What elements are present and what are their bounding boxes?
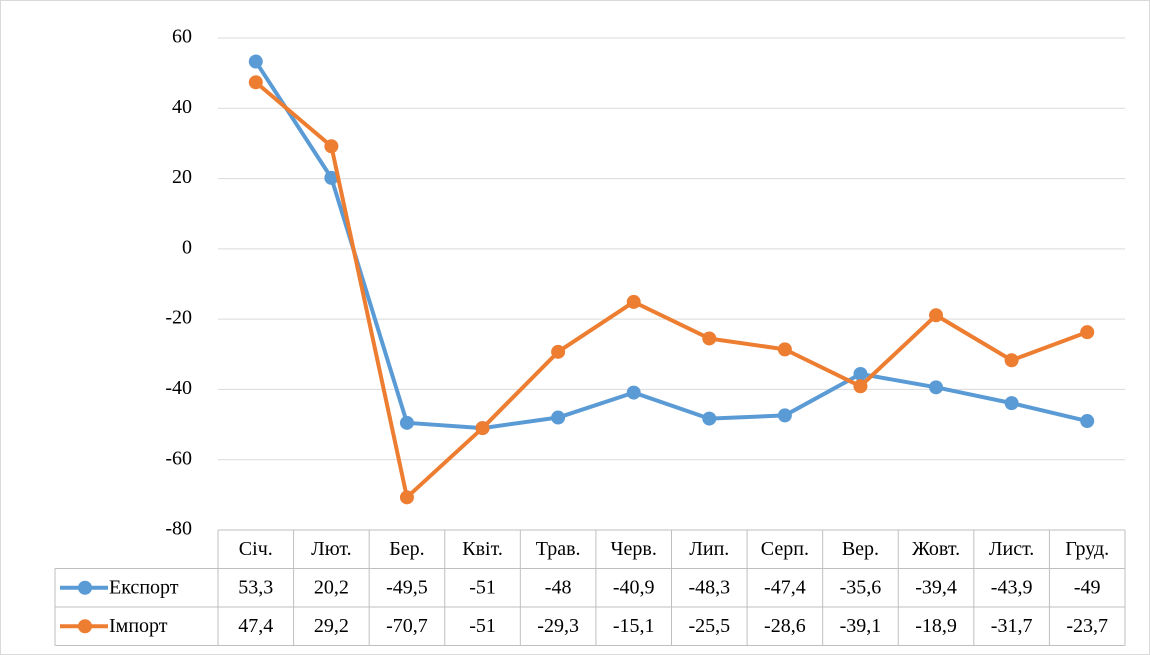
y-tick-label: -60 xyxy=(165,447,192,469)
series-marker xyxy=(1004,396,1019,411)
table-value: 47,4 xyxy=(238,615,273,637)
x-tick-label: Вер. xyxy=(842,538,879,560)
table-value: 53,3 xyxy=(238,576,273,598)
series-marker xyxy=(853,366,868,381)
table-value: -23,7 xyxy=(1066,615,1108,637)
table-value: -47,4 xyxy=(764,576,806,598)
series-marker xyxy=(248,54,263,69)
series-marker xyxy=(702,411,717,426)
x-tick-label: Бер. xyxy=(389,538,424,560)
table-value: 29,2 xyxy=(314,615,349,637)
series-marker xyxy=(853,379,868,394)
table-value: -29,3 xyxy=(537,615,579,637)
y-tick-label: -80 xyxy=(165,518,192,540)
series-marker xyxy=(551,344,566,359)
x-tick-label: Груд. xyxy=(1065,538,1109,560)
series-marker xyxy=(551,410,566,425)
table-value: -31,7 xyxy=(991,615,1033,637)
table-value: 20,2 xyxy=(314,576,349,598)
x-tick-label: Квіт. xyxy=(462,538,503,560)
series-marker xyxy=(777,408,792,423)
series-marker xyxy=(324,139,339,154)
series-marker xyxy=(1080,325,1095,340)
series-marker xyxy=(929,308,944,323)
legend-marker xyxy=(78,580,92,595)
series-marker xyxy=(1080,414,1095,429)
x-tick-label: Січ. xyxy=(239,538,273,560)
table-value: -70,7 xyxy=(386,615,428,637)
table-value: -48,3 xyxy=(688,576,730,598)
series-marker xyxy=(777,342,792,357)
x-tick-label: Лют. xyxy=(311,538,351,560)
series-marker xyxy=(929,380,944,395)
series-marker xyxy=(324,170,339,185)
x-tick-label: Черв. xyxy=(611,538,657,560)
series-marker xyxy=(1004,353,1019,368)
table-value: -43,9 xyxy=(991,576,1033,598)
y-tick-label: 0 xyxy=(182,236,192,258)
y-tick-label: 40 xyxy=(172,96,192,118)
table-value: -40,9 xyxy=(613,576,655,598)
y-tick-label: -20 xyxy=(165,307,192,329)
table-value: -25,5 xyxy=(688,615,730,637)
series-marker xyxy=(702,331,717,346)
table-value: -48 xyxy=(545,576,572,598)
series-line xyxy=(254,80,1088,500)
table-value: -51 xyxy=(469,615,496,637)
x-tick-label: Жовт. xyxy=(912,538,960,560)
table-value: -49,5 xyxy=(386,576,428,598)
legend-label: Імпорт xyxy=(109,615,168,637)
table-value: -49 xyxy=(1074,576,1101,598)
series-marker xyxy=(626,385,641,400)
table-value: -39,1 xyxy=(840,615,882,637)
series-marker xyxy=(475,421,490,436)
x-tick-label: Лист. xyxy=(989,538,1034,560)
x-tick-label: Серп. xyxy=(761,538,809,560)
series-line xyxy=(254,60,1088,431)
table-value: -18,9 xyxy=(915,615,957,637)
table-value: -15,1 xyxy=(613,615,655,637)
series-marker xyxy=(399,415,414,430)
series-marker xyxy=(399,490,414,505)
legend-marker xyxy=(78,619,92,634)
y-tick-label: 20 xyxy=(172,166,192,188)
series-marker xyxy=(626,294,641,309)
series-marker xyxy=(248,75,263,90)
x-tick-label: Лип. xyxy=(689,538,729,560)
y-tick-label: -40 xyxy=(165,377,192,399)
table-value: -35,6 xyxy=(840,576,882,598)
table-value: -51 xyxy=(469,576,496,598)
legend-label: Експорт xyxy=(109,576,179,598)
table-value: -39,4 xyxy=(915,576,957,598)
y-tick-label: 60 xyxy=(172,26,192,48)
x-tick-label: Трав. xyxy=(536,538,581,560)
table-value: -28,6 xyxy=(764,615,806,637)
